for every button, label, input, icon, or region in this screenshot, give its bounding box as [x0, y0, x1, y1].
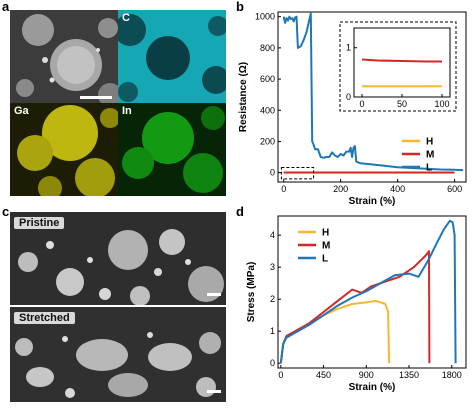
- d-series-line-M: [279, 250, 431, 364]
- b-y-tick-label: 0: [270, 168, 275, 178]
- panel-letter-c: c: [2, 204, 10, 219]
- d-legend-label-H: H: [322, 228, 329, 239]
- d-x-axis-label: Strain (%): [349, 382, 396, 393]
- b-x-axis-label: Strain (%): [349, 196, 396, 207]
- b-inset-y-tick-label: 0: [346, 92, 351, 102]
- indium-map: [118, 103, 226, 196]
- b-legend-label-H: H: [426, 137, 433, 148]
- carbon-map: [118, 10, 226, 103]
- d-x-tick-label: 450: [316, 370, 331, 380]
- b-y-tick-label: 1000: [255, 12, 275, 22]
- gallium-map: [10, 103, 118, 196]
- scale-bar: [80, 96, 112, 99]
- b-zoom-region-box: [280, 167, 315, 180]
- sem-image: [10, 10, 118, 103]
- carbon-map-tile: C: [118, 10, 226, 103]
- d-y-tick-label: 0: [270, 358, 275, 368]
- gallium-map-tile: Ga: [10, 103, 118, 196]
- b-inset-x-tick-label: 100: [434, 99, 449, 109]
- tile-label-ga: Ga: [14, 105, 29, 117]
- b-legend-label-L: L: [426, 163, 432, 174]
- d-legend-label-L: L: [322, 254, 328, 265]
- stretched-image-tile: Stretched: [10, 307, 226, 402]
- d-y-tick-label: 3: [270, 262, 275, 272]
- d-y-tick-label: 1: [270, 326, 275, 336]
- b-y-tick-label: 200: [260, 136, 275, 146]
- b-inset-series-line-M: [361, 58, 442, 63]
- b-plot-frame: [277, 11, 467, 183]
- b-inset-x-tick-label: 0: [359, 99, 364, 109]
- b-x-tick-label: 600: [447, 184, 462, 194]
- b-legend-label-M: M: [426, 150, 434, 161]
- sem-image-tile: [10, 10, 118, 103]
- b-y-tick-label: 400: [260, 105, 275, 115]
- d-y-tick-label: 4: [270, 230, 275, 240]
- b-inset-x-tick-label: 50: [397, 99, 407, 109]
- stretched-label: Stretched: [14, 312, 75, 324]
- b-x-tick-label: 200: [333, 184, 348, 194]
- b-inset-y-tick-label: 1: [346, 43, 351, 53]
- b-inset-border: [339, 21, 457, 112]
- d-y-axis-label: Stress (MPa): [246, 262, 257, 323]
- b-y-axis-label: Resistance (Ω): [238, 62, 249, 132]
- b-x-tick-label: 0: [281, 184, 286, 194]
- d-x-tick-label: 1800: [442, 370, 462, 380]
- d-series-line-L: [279, 219, 457, 364]
- pristine-image-tile: Pristine: [10, 212, 226, 305]
- d-x-tick-label: 900: [359, 370, 374, 380]
- tile-label-in: In: [122, 105, 132, 117]
- d-legend-label-M: M: [322, 241, 330, 252]
- scale-bar: [207, 293, 221, 296]
- panel-letter-b: b: [236, 0, 244, 14]
- d-x-tick-label: 1350: [399, 370, 419, 380]
- b-x-tick-label: 400: [390, 184, 405, 194]
- b-y-tick-label: 600: [260, 74, 275, 84]
- panel-letter-a: a: [2, 0, 10, 14]
- b-series-line-L: [282, 12, 464, 172]
- d-y-tick-label: 2: [270, 294, 275, 304]
- indium-map-tile: In: [118, 103, 226, 196]
- d-x-tick-label: 0: [278, 370, 283, 380]
- d-plot-frame: [277, 215, 467, 369]
- tile-label-c: C: [122, 12, 130, 24]
- pristine-label: Pristine: [14, 217, 65, 229]
- scale-bar: [207, 390, 221, 393]
- b-y-tick-label: 800: [260, 43, 275, 53]
- panel-letter-d: d: [236, 204, 244, 219]
